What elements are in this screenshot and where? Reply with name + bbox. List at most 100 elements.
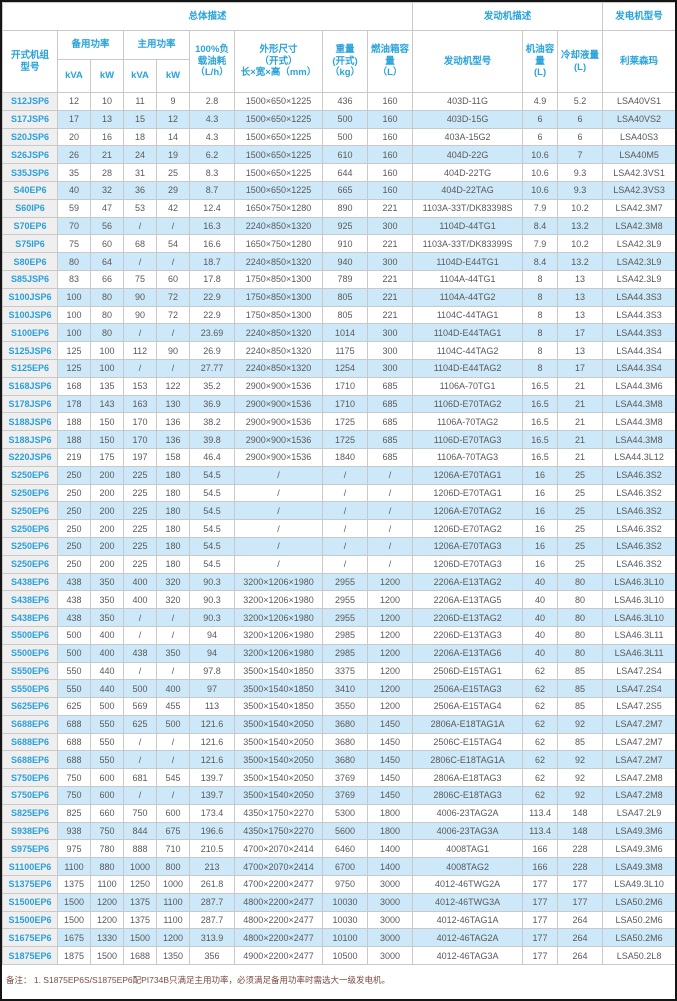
table-row: S750EP6 750 600//139.7 3500×1540×2050 3769 14… [2,786,675,805]
coolant-capacity-cell: 80 [557,590,604,610]
model-cell[interactable]: S70EP6 [2,216,58,236]
alternator-model-cell: LSA40VS2 [602,109,675,129]
model-cell[interactable]: S1500EP6 [2,892,58,912]
model-cell[interactable]: S20JSP6 [2,127,58,147]
model-cell[interactable]: S550EP6 [2,661,58,681]
model-cell[interactable]: S438EP6 [2,590,58,610]
prime-kva-cell: 844 [123,821,157,841]
standby-kw-cell: 200 [90,483,124,503]
alternator-model-cell: LSA42.3VS3 [602,180,675,200]
model-cell[interactable]: S688EP6 [2,732,58,752]
model-cell[interactable]: S85JSP6 [2,269,58,289]
engine-model-cell: 404D-22G [412,145,524,165]
prime-kva-cell: / [123,608,157,627]
table-row: S438EP6 438 350//90.3 3200×1206×1980 2955 120… [2,608,675,627]
fuel-consumption-cell: 38.2 [189,412,235,432]
fuel-consumption-cell: 16.6 [189,234,235,254]
prime-kw-cell: 14 [156,127,190,147]
coolant-capacity-cell: 25 [557,519,604,538]
model-cell[interactable]: S1675EP6 [2,928,58,948]
coolant-capacity-cell: 6 [557,127,604,147]
coolant-capacity-cell: 13.2 [557,252,604,271]
dimensions-cell: 2240×850×1320 [234,358,323,378]
weight-cell: / [322,501,368,521]
model-cell[interactable]: S438EP6 [2,572,58,592]
model-cell[interactable]: S60IP6 [2,198,58,218]
model-cell[interactable]: S35JSP6 [2,163,58,182]
model-cell[interactable]: S438EP6 [2,608,58,627]
prime-kva-cell: 500 [123,679,157,699]
engine-model-cell: 4012-46TWG3A [412,892,524,912]
model-cell[interactable]: S100JSP6 [2,287,58,307]
model-cell[interactable]: S1875EP6 [2,946,58,966]
model-cell[interactable]: S125EP6 [2,358,58,378]
alternator-model-cell: LSA42.3M8 [602,216,675,236]
engine-model-cell: 2206A-E13TAG2 [412,572,524,592]
model-cell[interactable]: S40EP6 [2,180,58,200]
model-cell[interactable]: S1375EP6 [2,875,58,894]
fuel-tank-cell: / [366,501,414,521]
model-cell[interactable]: S188JSP6 [2,430,58,449]
table-row: S80EP6 80 64//18.7 2240×850×1320 940 300 1104D… [2,252,675,271]
table-row: S250EP6 250 200 225 180 54.5///1206A-E70TAG3 1… [2,536,675,556]
model-cell[interactable]: S550EP6 [2,679,58,699]
model-cell[interactable]: S250EP6 [2,536,58,556]
model-cell[interactable]: S500EP6 [2,625,58,645]
weight-cell: 805 [322,287,368,307]
header-col-alternator-brand: 利莱森玛 [602,30,675,93]
model-cell[interactable]: S80EP6 [2,252,58,271]
standby-kva-cell: 100 [57,323,91,343]
table-row: S60IP6 59 47 53 42 12.4 1650×750×1280 890 221 110… [2,198,675,218]
standby-kva-cell: 70 [57,216,91,236]
alternator-model-cell: LSA46.3L10 [602,608,675,627]
model-cell[interactable]: S220JSP6 [2,447,58,467]
fuel-tank-cell: 3000 [366,875,414,894]
alternator-model-cell: LSA44.3S4 [602,358,675,378]
model-cell[interactable]: S1100EP6 [2,857,58,877]
alternator-model-cell: LSA42.3M7 [602,198,675,218]
model-cell[interactable]: S825EP6 [2,803,58,823]
model-cell[interactable]: S688EP6 [2,714,58,734]
alternator-model-cell: LSA44.3L12 [602,447,675,467]
model-cell[interactable]: S17JSP6 [2,109,58,129]
model-cell[interactable]: S12JSP6 [2,92,58,111]
model-cell[interactable]: S100EP6 [2,323,58,343]
model-cell[interactable]: S26JSP6 [2,145,58,165]
model-cell[interactable]: S750EP6 [2,768,58,788]
model-cell[interactable]: S1500EP6 [2,910,58,930]
coolant-capacity-cell: 21 [557,394,604,414]
weight-cell: 2985 [322,625,368,645]
model-cell[interactable]: S625EP6 [2,697,58,716]
standby-kw-cell: 32 [90,180,124,200]
prime-kw-cell: 320 [156,590,190,610]
model-cell[interactable]: S75IP6 [2,234,58,254]
model-cell[interactable]: S975EP6 [2,839,58,859]
model-cell[interactable]: S100JSP6 [2,305,58,325]
model-cell[interactable]: S125JSP6 [2,341,58,360]
model-cell[interactable]: S188JSP6 [2,412,58,432]
model-cell[interactable]: S688EP6 [2,750,58,770]
standby-kva-cell: 1500 [57,892,91,912]
model-cell[interactable]: S250EP6 [2,483,58,503]
prime-kw-cell: 1350 [156,946,190,966]
oil-capacity-cell: 166 [522,839,559,859]
model-cell[interactable]: S938EP6 [2,821,58,841]
model-cell[interactable]: S250EP6 [2,554,58,574]
model-cell[interactable]: S750EP6 [2,786,58,805]
engine-model-cell: 2206D-E13TAG3 [412,625,524,645]
engine-model-cell: 4008TAG2 [412,857,524,877]
weight-cell: 1710 [322,376,368,396]
model-cell[interactable]: S250EP6 [2,519,58,538]
fuel-consumption-cell: 94 [189,625,235,645]
standby-kw-cell: 60 [90,234,124,254]
model-cell[interactable]: S250EP6 [2,465,58,485]
header-group-alternator: 发电机型号 [602,2,675,31]
model-cell[interactable]: S178JSP6 [2,394,58,414]
alternator-model-cell: LSA44.3M6 [602,376,675,396]
model-cell[interactable]: S500EP6 [2,643,58,663]
weight-cell: 3680 [322,714,368,734]
standby-kva-cell: 1675 [57,928,91,948]
model-cell[interactable]: S250EP6 [2,501,58,521]
model-cell[interactable]: S168JSP6 [2,376,58,396]
header-standby-kw: kW [90,59,124,93]
